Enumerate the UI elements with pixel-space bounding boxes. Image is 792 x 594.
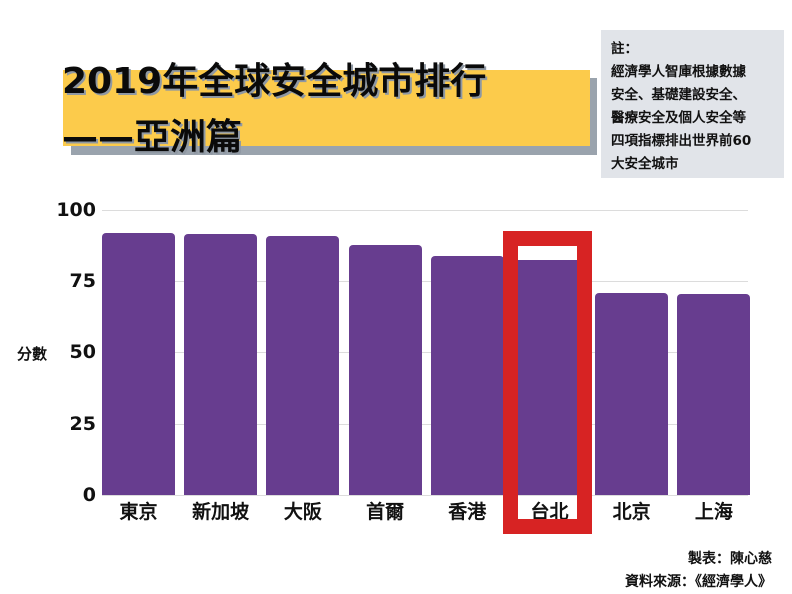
note-line: 安全、基礎建設安全、 [611, 87, 746, 103]
bar [184, 234, 258, 495]
bar [677, 294, 751, 495]
highlight-gap [518, 246, 577, 258]
taipei-highlight-box [503, 231, 592, 534]
x-tick-label: 首爾 [366, 501, 405, 523]
x-tick-label: 香港 [448, 501, 487, 523]
y-tick-50: 50 [69, 341, 96, 363]
note-line: 大安全城市 [611, 156, 679, 172]
note-box: 註： 經濟學人智庫根據數據 安全、基礎建設安全、 醫療安全及個人安全等 四項指標… [601, 30, 784, 178]
x-tick-label: 新加坡 [192, 501, 250, 523]
data-source-credit: 資料來源：《經濟學人》 [625, 574, 772, 590]
title-banner [63, 70, 590, 146]
note-line: 四項指標排出世界前60 [611, 133, 752, 149]
gridline-75 [102, 281, 748, 282]
bar [430, 256, 504, 495]
gridline-25 [102, 424, 748, 425]
bar [266, 235, 340, 495]
y-tick-100: 100 [56, 199, 96, 221]
note-line: 經濟學人智庫根據數據 [611, 64, 746, 80]
chart-title: 2019年全球安全城市排行 [62, 61, 487, 102]
bar [102, 232, 175, 495]
y-tick-25: 25 [69, 413, 96, 435]
x-tick-label: 北京 [612, 501, 651, 523]
y-tick-75: 75 [69, 270, 96, 292]
gridline-0 [102, 495, 748, 496]
x-tick-label: 上海 [694, 501, 733, 523]
gridline-100 [102, 210, 748, 211]
x-tick-label: 大阪 [283, 501, 322, 523]
bar [348, 245, 422, 495]
chart-maker-credit: 製表：陳心慈 [688, 551, 772, 567]
x-tick-label: 東京 [119, 501, 158, 523]
bar [513, 260, 586, 495]
note-line: 註： [611, 41, 638, 57]
y-axis-label: 分數 [17, 345, 48, 363]
gridline-50 [102, 352, 748, 353]
chart-subtitle: ——亞洲篇 [62, 117, 243, 158]
bar [595, 293, 669, 495]
y-tick-0: 0 [82, 484, 96, 506]
note-line: 醫療安全及個人安全等 [611, 110, 746, 126]
x-tick-label: 台北 [530, 501, 569, 523]
